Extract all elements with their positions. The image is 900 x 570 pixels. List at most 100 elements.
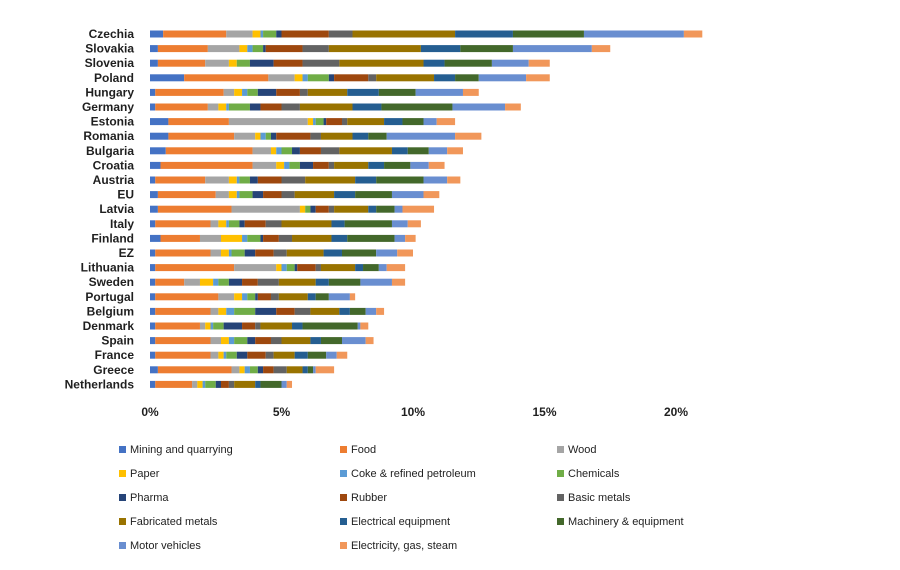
legend-swatch-coke-and-refined-petroleum bbox=[340, 470, 347, 477]
bar-italy-fabricated-metals bbox=[281, 220, 332, 228]
bar-poland-motor-vehicles bbox=[478, 74, 527, 82]
bar-portugal-wood bbox=[218, 293, 235, 301]
category-label-denmark: Denmark bbox=[83, 319, 135, 333]
bar-finland-mining-and-quarrying bbox=[150, 234, 161, 242]
bar-germany-coke-and-refined-petroleum bbox=[226, 103, 229, 111]
bar-lithuania-fabricated-metals bbox=[320, 264, 356, 272]
legend-item-paper: Paper bbox=[119, 468, 160, 480]
bar-lithuania-mining-and-quarrying bbox=[150, 264, 156, 272]
legend-swatch-basic-metals bbox=[557, 494, 564, 501]
bar-poland-food bbox=[184, 74, 269, 82]
bar-portugal-basic-metals bbox=[270, 293, 279, 301]
bar-italy-food bbox=[155, 220, 211, 228]
bar-sweden-motor-vehicles bbox=[360, 278, 392, 286]
bar-romania-paper bbox=[255, 132, 261, 140]
bar-italy-electrical-equipment bbox=[331, 220, 345, 228]
bar-italy-pharma bbox=[239, 220, 245, 228]
bar-denmark-paper bbox=[205, 322, 211, 330]
bar-france-food bbox=[155, 351, 211, 359]
bar-france-motor-vehicles bbox=[326, 351, 337, 359]
bar-sweden-electrical-equipment bbox=[315, 278, 329, 286]
category-label-hungary: Hungary bbox=[85, 85, 134, 99]
bar-austria-mining-and-quarrying bbox=[150, 176, 156, 184]
bar-finland-chemicals bbox=[247, 234, 261, 242]
bar-slovakia-motor-vehicles bbox=[512, 45, 592, 53]
bar-slovakia-electrical-equipment bbox=[420, 45, 461, 53]
bar-greece-paper bbox=[239, 366, 245, 374]
bar-sweden-mining-and-quarrying bbox=[150, 278, 156, 286]
bar-finland-electrical-equipment bbox=[331, 234, 348, 242]
bar-germany-chemicals bbox=[228, 103, 250, 111]
bar-greece-pharma bbox=[257, 366, 264, 374]
legend-swatch-pharma bbox=[119, 494, 126, 501]
bar-slovenia-food bbox=[157, 59, 206, 67]
legend-swatch-chemicals bbox=[557, 470, 564, 477]
legend: Mining and quarrying Food Wood Paper Coke & … bbox=[119, 444, 684, 552]
bar-spain-pharma bbox=[247, 337, 256, 345]
bar-denmark-rubber bbox=[242, 322, 256, 330]
bar-portugal-fabricated-metals bbox=[278, 293, 308, 301]
bar-france-paper bbox=[218, 351, 224, 359]
bar-estonia-pharma bbox=[323, 118, 327, 126]
bar-lithuania-motor-vehicles bbox=[378, 264, 387, 272]
bar-portugal-food bbox=[155, 293, 219, 301]
bar-spain-wood bbox=[210, 337, 222, 345]
bar-czechia-chemicals bbox=[263, 30, 277, 38]
bar-poland-chemicals bbox=[307, 74, 329, 82]
legend-label-food: Food bbox=[351, 444, 376, 456]
bar-lithuania-wood bbox=[234, 264, 277, 272]
bar-slovenia-paper bbox=[228, 59, 237, 67]
bar-greece-chemicals bbox=[249, 366, 258, 374]
bar-latvia-motor-vehicles bbox=[394, 205, 403, 213]
bar-denmark-fabricated-metals bbox=[260, 322, 293, 330]
bar-hungary-food bbox=[155, 88, 224, 96]
category-label-ez: EZ bbox=[119, 246, 134, 260]
legend-swatch-paper bbox=[119, 470, 126, 477]
bar-germany-motor-vehicles bbox=[452, 103, 506, 111]
bar-estonia-chemicals bbox=[315, 118, 324, 126]
bar-latvia-electrical-equipment bbox=[368, 205, 377, 213]
bar-latvia-paper bbox=[299, 205, 306, 213]
bar-bulgaria-wood bbox=[252, 147, 271, 155]
bar-austria-pharma bbox=[249, 176, 258, 184]
bar-germany-food bbox=[155, 103, 208, 111]
bar-greece-electricity-gas-steam bbox=[315, 366, 335, 374]
bar-finland-electricity-gas-steam bbox=[405, 234, 416, 242]
bar-lithuania-food bbox=[155, 264, 235, 272]
bar-belgium-food bbox=[155, 307, 211, 315]
legend-label-chemicals: Chemicals bbox=[568, 468, 620, 480]
bar-sweden-food bbox=[155, 278, 185, 286]
bar-eu-motor-vehicles bbox=[391, 191, 424, 199]
legend-label-fabricated-metals: Fabricated metals bbox=[130, 516, 218, 528]
bar-estonia-coke-and-refined-petroleum bbox=[313, 118, 316, 126]
bar-eu-basic-metals bbox=[281, 191, 295, 199]
bar-romania-basic-metals bbox=[310, 132, 321, 140]
legend-label-electricity-gas-steam: Electricity, gas, steam bbox=[351, 540, 457, 552]
bar-sweden-wood bbox=[184, 278, 200, 286]
bar-france-chemicals bbox=[226, 351, 237, 359]
bar-czechia-coke-and-refined-petroleum bbox=[260, 30, 264, 38]
bar-austria-wood bbox=[205, 176, 229, 184]
bar-belgium-machinery-and-equipment bbox=[349, 307, 366, 315]
bars-layer bbox=[150, 30, 703, 388]
x-tick-label-0: 0% bbox=[141, 405, 159, 419]
bar-croatia-motor-vehicles bbox=[410, 161, 429, 169]
bar-austria-electrical-equipment bbox=[355, 176, 377, 184]
bar-slovenia-electricity-gas-steam bbox=[528, 59, 550, 67]
bar-sweden-coke-and-refined-petroleum bbox=[213, 278, 219, 286]
legend-item-chemicals: Chemicals bbox=[557, 468, 620, 480]
bar-croatia-basic-metals bbox=[328, 161, 335, 169]
bar-belgium-coke-and-refined-petroleum bbox=[226, 307, 235, 315]
bar-hungary-electricity-gas-steam bbox=[462, 88, 479, 96]
bar-denmark-electrical-equipment bbox=[292, 322, 303, 330]
bar-hungary-motor-vehicles bbox=[415, 88, 463, 96]
bar-belgium-fabricated-metals bbox=[310, 307, 340, 315]
bar-portugal-paper bbox=[234, 293, 243, 301]
bar-greece-basic-metals bbox=[273, 366, 287, 374]
legend-swatch-rubber bbox=[340, 494, 347, 501]
category-label-slovakia: Slovakia bbox=[85, 42, 134, 56]
bar-slovakia-pharma bbox=[263, 45, 266, 53]
bar-poland-electrical-equipment bbox=[434, 74, 456, 82]
bar-estonia-rubber bbox=[326, 118, 342, 126]
